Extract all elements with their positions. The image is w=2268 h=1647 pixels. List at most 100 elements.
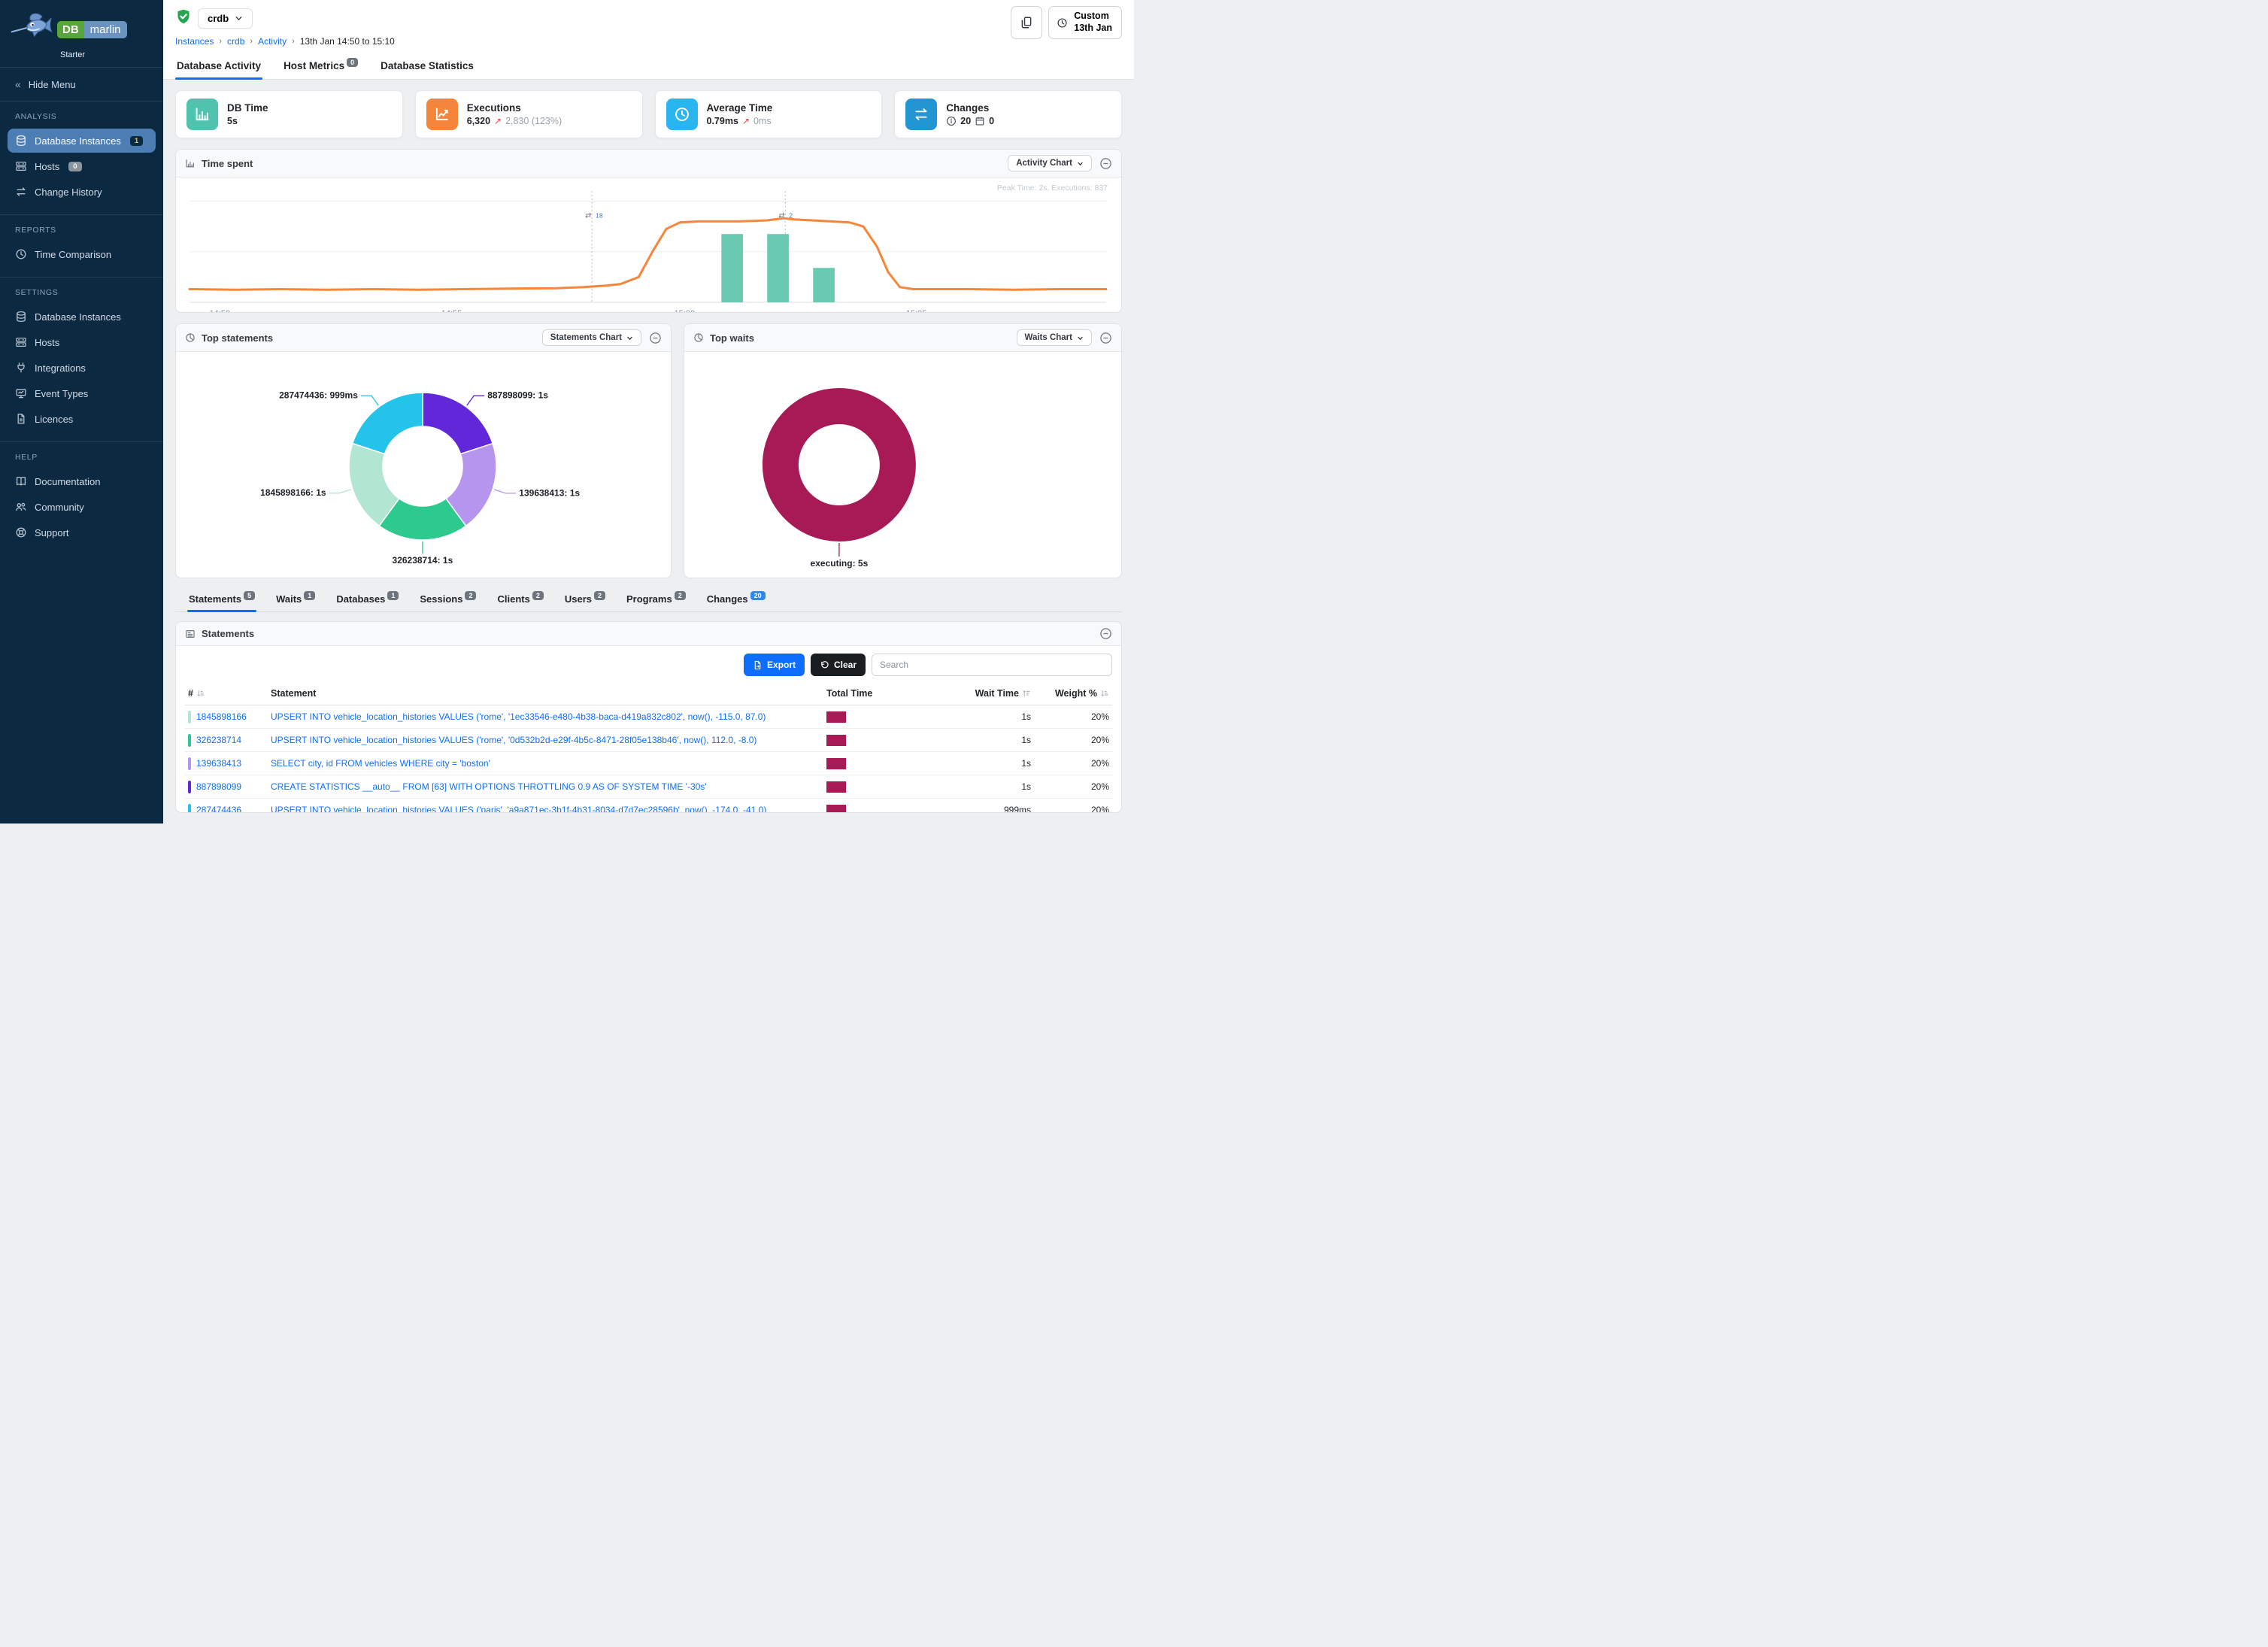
statements-toolbar: Export Clear	[176, 646, 1121, 682]
sidebar-item-licences[interactable]: Licences	[8, 407, 156, 431]
stat-card-average-time: Average Time 0.79ms ↗ 0ms	[654, 90, 883, 138]
change-marker-count: 2	[789, 211, 793, 219]
hide-menu-button[interactable]: « Hide Menu	[0, 67, 163, 102]
collapse-panel-button[interactable]	[649, 332, 662, 344]
sidebar-item-hosts[interactable]: Hosts	[8, 330, 156, 354]
statements-donut-chart: 887898099: 1s 139638413: 1s 326238714: 1s 1…	[260, 390, 580, 566]
change-bar[interactable]	[813, 268, 835, 302]
statement-sql-link[interactable]: UPSERT INTO vehicle_location_histories V…	[271, 711, 766, 723]
breadcrumb-link[interactable]: Activity	[258, 36, 287, 47]
stat-cards: DB Time 5s Executions 6,320 ↗ 2,830 (123%) Ave…	[163, 80, 1134, 149]
breadcrumb-separator: ›	[219, 37, 223, 46]
waits-donut-chart: executing: 5s	[762, 388, 916, 569]
statement-sql-link[interactable]: SELECT city, id FROM vehicles WHERE city…	[271, 758, 490, 769]
tab-waits[interactable]: Waits 1	[274, 587, 317, 611]
statement-id-link[interactable]: 139638413	[196, 758, 242, 769]
activity-chart: ⇄ 18 ⇄ 2 14:50 14:55 15:00 15:05	[188, 191, 1108, 312]
line-chart-icon	[435, 108, 448, 120]
sidebar-nav: ANALYSIS Database Instances 1 Hosts 0 Change …	[0, 102, 163, 555]
tab-clients[interactable]: Clients 2	[496, 587, 544, 611]
export-button[interactable]: Export	[743, 654, 805, 677]
sidebar-item-hosts[interactable]: Hosts 0	[8, 154, 156, 178]
collapse-panel-button[interactable]	[1099, 627, 1112, 640]
sidebar-item-support[interactable]: Support	[8, 520, 156, 544]
statement-sql-link[interactable]: CREATE STATISTICS __auto__ FROM [63] WIT…	[271, 781, 707, 793]
sidebar-item-database-instances[interactable]: Database Instances	[8, 305, 156, 329]
tab-database-activity[interactable]: Database Activity	[175, 56, 263, 80]
time-spent-panel: Time spent Activity Chart Peak Time: 2s,…	[175, 149, 1122, 314]
count-badge: 0	[347, 58, 359, 67]
section-label: SETTINGS	[15, 288, 59, 297]
statement-sql-link[interactable]: UPSERT INTO vehicle_location_histories V…	[271, 735, 757, 746]
tab-databases[interactable]: Databases 1	[335, 587, 400, 611]
clear-button[interactable]: Clear	[810, 654, 866, 677]
activity-chart-selector[interactable]: Activity Chart	[1008, 155, 1092, 171]
donut-slice-287474436[interactable]	[351, 392, 423, 455]
copy-link-button[interactable]	[1011, 6, 1043, 39]
count-badge: 5	[244, 591, 256, 601]
statement-id-link[interactable]: 287474436	[196, 805, 242, 813]
change-bar[interactable]	[767, 234, 789, 302]
minus-circle-icon	[1100, 332, 1111, 344]
column-header-statement[interactable]: Statement	[271, 688, 317, 699]
donut-slice-887898099[interactable]	[422, 392, 494, 455]
count-badge: 2	[532, 591, 544, 601]
logo-block: DB marlin Starter	[0, 0, 163, 67]
waits-chart-selector[interactable]: Waits Chart	[1016, 329, 1092, 347]
sidebar: DB marlin Starter « Hide Menu ANALYSIS Dat…	[0, 0, 163, 824]
book-icon	[16, 476, 26, 486]
time-range-button[interactable]: Custom 13th Jan	[1048, 6, 1122, 39]
collapse-left-icon: «	[15, 78, 21, 90]
sidebar-item-time-comparison[interactable]: Time Comparison	[8, 242, 156, 266]
statements-chart-selector[interactable]: Statements Chart	[541, 329, 641, 347]
sidebar-item-change-history[interactable]: Change History	[8, 180, 156, 204]
stat-title: Changes	[946, 102, 990, 114]
tab-users[interactable]: Users 2	[563, 587, 607, 611]
tab-database-statistics[interactable]: Database Statistics	[381, 60, 474, 71]
count-badge: 2	[593, 591, 605, 601]
change-bar[interactable]	[721, 234, 743, 302]
total-time-bar	[826, 711, 846, 723]
donut-slice-executing[interactable]	[762, 388, 916, 542]
wait-time-value: 1s	[1021, 711, 1031, 723]
breadcrumb: Instances › crdb › Activity › 13th Jan 14:50 t…	[175, 30, 1122, 51]
instance-selector[interactable]: crdb	[198, 8, 253, 29]
stat-title: Average Time	[706, 102, 773, 114]
tab-sessions[interactable]: Sessions 2	[418, 587, 478, 611]
total-time-bar	[826, 757, 846, 769]
main-area: crdb Custom 13th Jan Instances › crdb › Activ…	[163, 0, 1134, 824]
statement-id-link[interactable]: 326238714	[196, 735, 242, 746]
sidebar-item-community[interactable]: Community	[8, 495, 156, 519]
table-body: 1845898166 UPSERT INTO vehicle_location_h…	[185, 705, 1112, 813]
tab-changes[interactable]: Changes 20	[705, 587, 767, 611]
sidebar-item-database-instances[interactable]: Database Instances 1	[8, 129, 156, 153]
sidebar-item-event-types[interactable]: Event Types	[8, 381, 156, 405]
column-header--[interactable]: #	[185, 682, 268, 705]
statement-id-link[interactable]: 1845898166	[196, 711, 247, 723]
column-header-wait-time[interactable]: Wait Time	[914, 682, 1034, 705]
donut-label-line	[360, 395, 379, 406]
tab-host-metrics[interactable]: Host Metrics 0	[282, 56, 359, 79]
collapse-panel-button[interactable]	[1099, 157, 1112, 170]
wait-time-value: 1s	[1021, 758, 1031, 769]
breadcrumb-link[interactable]: Instances	[175, 36, 214, 47]
statement-id-link[interactable]: 887898099	[196, 781, 242, 793]
stat-title: Executions	[466, 102, 521, 114]
statements-panel: Statements Export Clear	[175, 621, 1122, 813]
tab-statements[interactable]: Statements 5	[187, 587, 257, 613]
breadcrumb-link[interactable]: crdb	[227, 36, 245, 47]
tab-programs[interactable]: Programs 2	[625, 587, 687, 611]
statement-color-bar	[188, 780, 191, 793]
sidebar-item-label: Community	[35, 501, 84, 513]
sidebar-section-reports: REPORTS Time Comparison	[0, 215, 163, 278]
search-input[interactable]	[872, 654, 1112, 677]
sidebar-item-integrations[interactable]: Integrations	[8, 356, 156, 380]
copy-icon	[1021, 17, 1032, 29]
sidebar-item-label: Change History	[35, 186, 102, 198]
sidebar-item-documentation[interactable]: Documentation	[8, 469, 156, 493]
collapse-panel-button[interactable]	[1099, 332, 1112, 344]
wait-time-value: 1s	[1021, 781, 1031, 793]
column-header-weight-[interactable]: Weight %	[1034, 682, 1112, 705]
statement-sql-link[interactable]: UPSERT INTO vehicle_location_histories V…	[271, 805, 767, 813]
column-header-total-time[interactable]: Total Time	[826, 688, 873, 699]
